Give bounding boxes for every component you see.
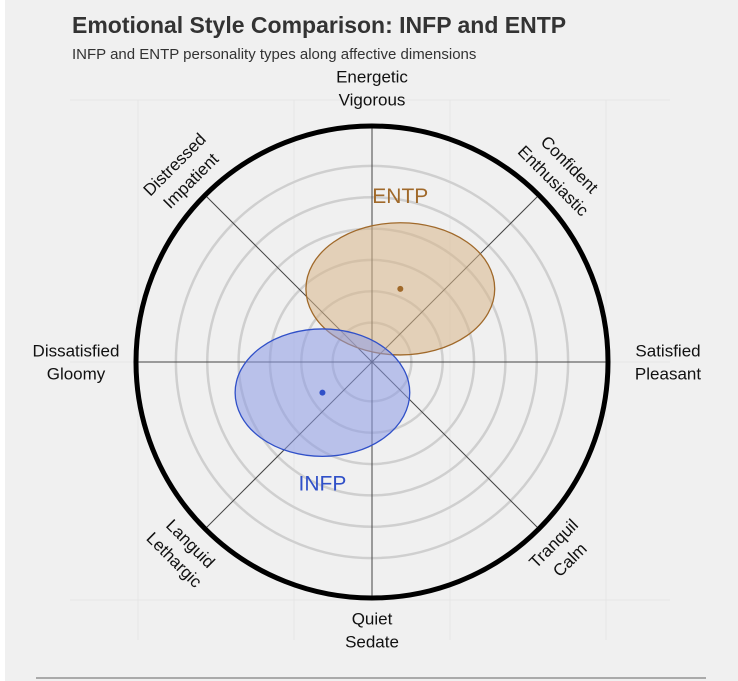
axis-label-line: Sedate	[345, 633, 399, 652]
axis-label-6: Dissatisfied Gloomy	[33, 342, 120, 384]
divider	[36, 677, 706, 679]
axis-label-0: Energetic Vigorous	[336, 68, 408, 110]
chart-title: Emotional Style Comparison: INFP and ENT…	[72, 12, 567, 38]
chart-subtitle: INFP and ENTP personality types along af…	[72, 46, 477, 63]
center-point-infp	[319, 389, 326, 396]
series-label-entp: ENTP	[372, 185, 428, 208]
axis-label-2: Satisfied Pleasant	[635, 342, 701, 384]
axis-label-line: Vigorous	[339, 91, 406, 110]
axis-label-line: Gloomy	[47, 365, 106, 384]
axis-label-line: Energetic	[336, 68, 408, 87]
outer-circle	[133, 123, 611, 601]
center-point-entp	[397, 285, 404, 292]
axis-label-line: Satisfied	[635, 342, 700, 361]
axis-label-line: Pleasant	[635, 365, 701, 384]
axis-label-line: Quiet	[352, 610, 393, 629]
axis-label-line: Dissatisfied	[33, 342, 120, 361]
series-label-infp: INFP	[299, 472, 347, 495]
axis-label-4: Quiet Sedate	[345, 610, 399, 652]
